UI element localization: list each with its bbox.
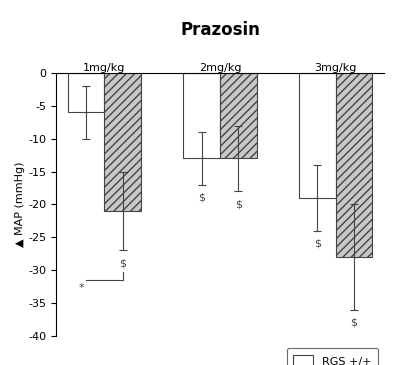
Bar: [104, 73, 141, 211]
Text: 1mg/kg: 1mg/kg: [83, 63, 126, 73]
Text: $: $: [314, 239, 321, 249]
Bar: [220, 73, 257, 158]
Bar: [336, 73, 372, 257]
Text: 3mg/kg: 3mg/kg: [314, 63, 357, 73]
Text: $: $: [119, 258, 126, 268]
Text: $: $: [235, 199, 242, 209]
Text: *: *: [78, 283, 84, 293]
Bar: [299, 73, 336, 198]
Text: 2mg/kg: 2mg/kg: [199, 63, 241, 73]
Bar: [68, 73, 104, 112]
Text: Prazosin: Prazosin: [180, 21, 260, 39]
Y-axis label: ▲ MAP (mmHg): ▲ MAP (mmHg): [15, 162, 25, 247]
Text: $: $: [350, 318, 358, 327]
Bar: [183, 73, 220, 158]
Text: $: $: [198, 193, 205, 203]
Legend: RGS +/+, RGS -/-: RGS +/+, RGS -/-: [287, 348, 378, 365]
